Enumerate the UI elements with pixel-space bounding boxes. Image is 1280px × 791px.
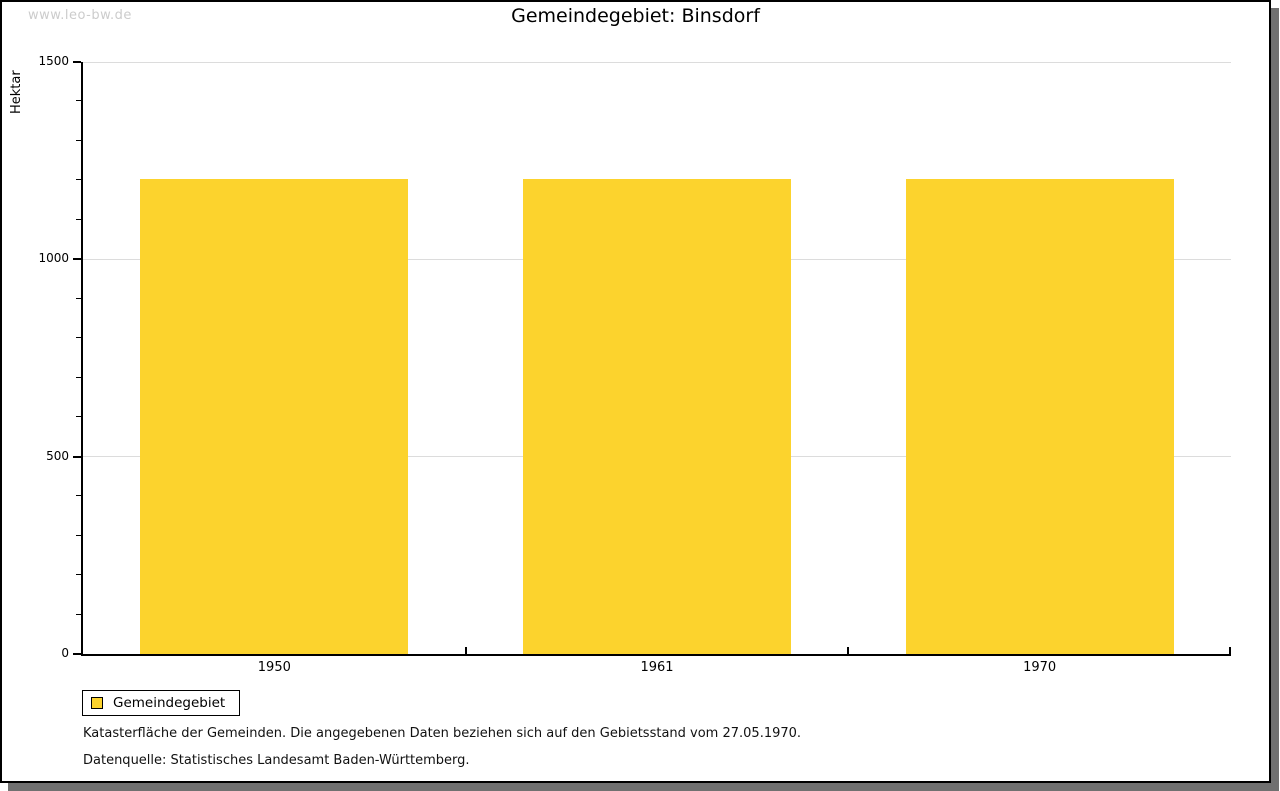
watermark: www.leo-bw.de	[28, 8, 132, 23]
y-tick-minor	[76, 100, 81, 102]
y-tick-minor	[76, 534, 81, 536]
y-tick-label-1500: 1500	[38, 54, 69, 68]
footnote-data-source: Datenquelle: Statistisches Landesamt Bad…	[83, 753, 470, 768]
y-tick-minor	[76, 297, 81, 299]
legend-swatch	[91, 697, 103, 709]
bar-1950	[140, 179, 409, 654]
x-category-boundary-tick	[464, 647, 467, 654]
y-tick-label-1000: 1000	[38, 251, 69, 266]
y-tick-minor	[76, 416, 81, 418]
y-tick-major	[73, 258, 81, 261]
legend: Gemeindegebiet	[82, 690, 241, 716]
y-axis-label: Hektar	[9, 70, 24, 114]
y-tick-minor	[76, 376, 81, 378]
x-tick-label-1970: 1970	[1023, 660, 1057, 675]
y-tick-minor	[76, 337, 81, 339]
y-gridline-1500	[83, 62, 1231, 63]
x-category-boundary-tick	[847, 647, 850, 654]
y-tick-minor	[76, 613, 81, 615]
bar-1970	[905, 179, 1174, 654]
footnote-source-note: Katasterfläche der Gemeinden. Die angege…	[83, 726, 802, 741]
plot-area: 0 500 1000 1500 1950 1961 1970	[38, 54, 1231, 675]
y-tick-minor	[76, 218, 81, 220]
y-tick-minor	[76, 495, 81, 497]
y-tick-label-500: 500	[46, 448, 69, 463]
y-tick-label-0: 0	[61, 646, 69, 660]
y-tick-major	[73, 61, 81, 63]
y-tick-minor	[76, 179, 81, 181]
legend-label: Gemeindegebiet	[113, 695, 226, 711]
x-tick-label-1950: 1950	[257, 660, 291, 675]
y-tick-major	[73, 653, 81, 655]
x-axis-end-tick	[1229, 647, 1231, 654]
x-tick-label-1961: 1961	[640, 660, 674, 675]
y-tick-minor	[76, 139, 81, 141]
chart-title: Gemeindegebiet: Binsdorf	[511, 5, 760, 27]
y-tick-major	[73, 455, 81, 458]
bar-1961	[523, 179, 791, 654]
y-tick-minor	[76, 574, 81, 576]
